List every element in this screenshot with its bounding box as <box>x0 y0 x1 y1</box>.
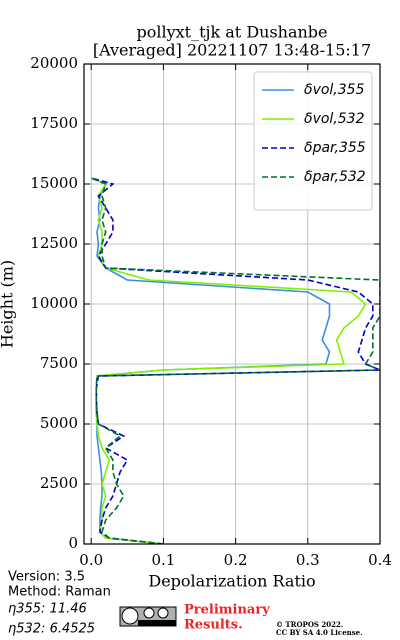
profile-line <box>90 177 331 544</box>
legend-label: δpar,532 <box>304 169 366 185</box>
x-tick-label: 0.1 <box>151 551 175 569</box>
y-tick-label: 12500 <box>30 234 78 252</box>
eta532: η532: 6.4525 <box>8 622 95 637</box>
cc-badge <box>119 606 177 627</box>
x-tick-label: 0.4 <box>368 551 392 569</box>
chart-title: pollyxt_tjk at Dushanbe <box>136 23 327 42</box>
eta355: η355: 11.46 <box>8 602 87 617</box>
y-tick-label: 10000 <box>30 294 78 312</box>
legend-label: δvol,355 <box>304 82 365 98</box>
profile-line <box>90 177 367 544</box>
y-tick-label: 5000 <box>40 414 78 432</box>
y-tick-label: 20000 <box>30 54 78 72</box>
plot-area <box>90 177 380 544</box>
y-axis-label: Height (m) <box>0 260 17 348</box>
plot-frame <box>83 63 381 545</box>
chart-subtitle: [Averaged] 20221107 13:48-15:17 <box>93 41 371 60</box>
y-tick-label: 0 <box>68 534 78 552</box>
legend-box <box>253 71 373 211</box>
profile-line <box>90 177 380 544</box>
x-tick-label: 0.3 <box>296 551 320 569</box>
y-tick-label: 15000 <box>30 174 78 192</box>
version: Version: 3.5 <box>8 570 85 585</box>
x-tick-label: 0.2 <box>224 551 248 569</box>
x-tick-label: 0.0 <box>79 551 103 569</box>
copyright: © TROPOS 2022. <box>276 620 343 629</box>
x-axis-label: Depolarization Ratio <box>148 572 315 591</box>
profile-line <box>90 177 380 544</box>
results: Results. <box>184 618 243 633</box>
preliminary: Preliminary <box>184 603 270 618</box>
legend-label: δpar,355 <box>304 140 366 156</box>
license: CC BY SA 4.0 License. <box>276 628 363 637</box>
legend-label: δvol,532 <box>304 111 365 127</box>
y-tick-label: 17500 <box>30 114 78 132</box>
y-tick-label: 7500 <box>40 354 78 372</box>
y-tick-label: 2500 <box>40 474 78 492</box>
method: Method: Raman <box>8 585 111 600</box>
